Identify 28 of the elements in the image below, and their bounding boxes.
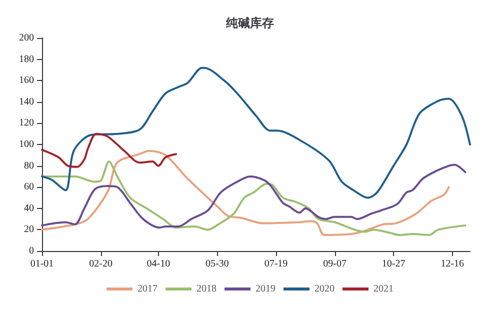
x-tick-label: 05-30: [206, 258, 229, 270]
x-tick-label: 04-10: [146, 258, 170, 270]
line-series: [41, 132, 178, 168]
y-tick-label: 80: [24, 160, 34, 172]
y-tick-label: 40: [24, 202, 34, 214]
line-series: [41, 66, 471, 199]
y-tick-label: 120: [19, 118, 34, 129]
legend-label: 2020: [314, 284, 334, 294]
legend-label: 2018: [196, 284, 216, 294]
x-tick-label: 09-07: [323, 258, 346, 270]
legend-label: 2021: [374, 284, 394, 294]
x-tick-label: 02-20: [89, 258, 112, 270]
x-tick-label: 12-16: [440, 258, 464, 270]
y-tick-label: 0: [29, 246, 34, 256]
y-tick-label: 20: [24, 224, 34, 236]
x-tick-label: 10-27: [382, 258, 406, 270]
chart-title: 纯碱库存: [225, 16, 274, 30]
line-series: [41, 150, 450, 236]
x-tick-label: 07-19: [264, 258, 288, 270]
y-tick-label: 60: [24, 182, 34, 193]
y-tick-label: 160: [19, 75, 34, 86]
y-tick-label: 200: [19, 32, 34, 44]
legend-label: 2017: [138, 284, 158, 294]
x-tick-label: 01-01: [30, 258, 54, 270]
y-tick-label: 100: [19, 139, 34, 150]
y-tick-label: 180: [19, 54, 34, 65]
y-tick-label: 140: [19, 96, 34, 108]
legend-label: 2019: [256, 284, 276, 294]
